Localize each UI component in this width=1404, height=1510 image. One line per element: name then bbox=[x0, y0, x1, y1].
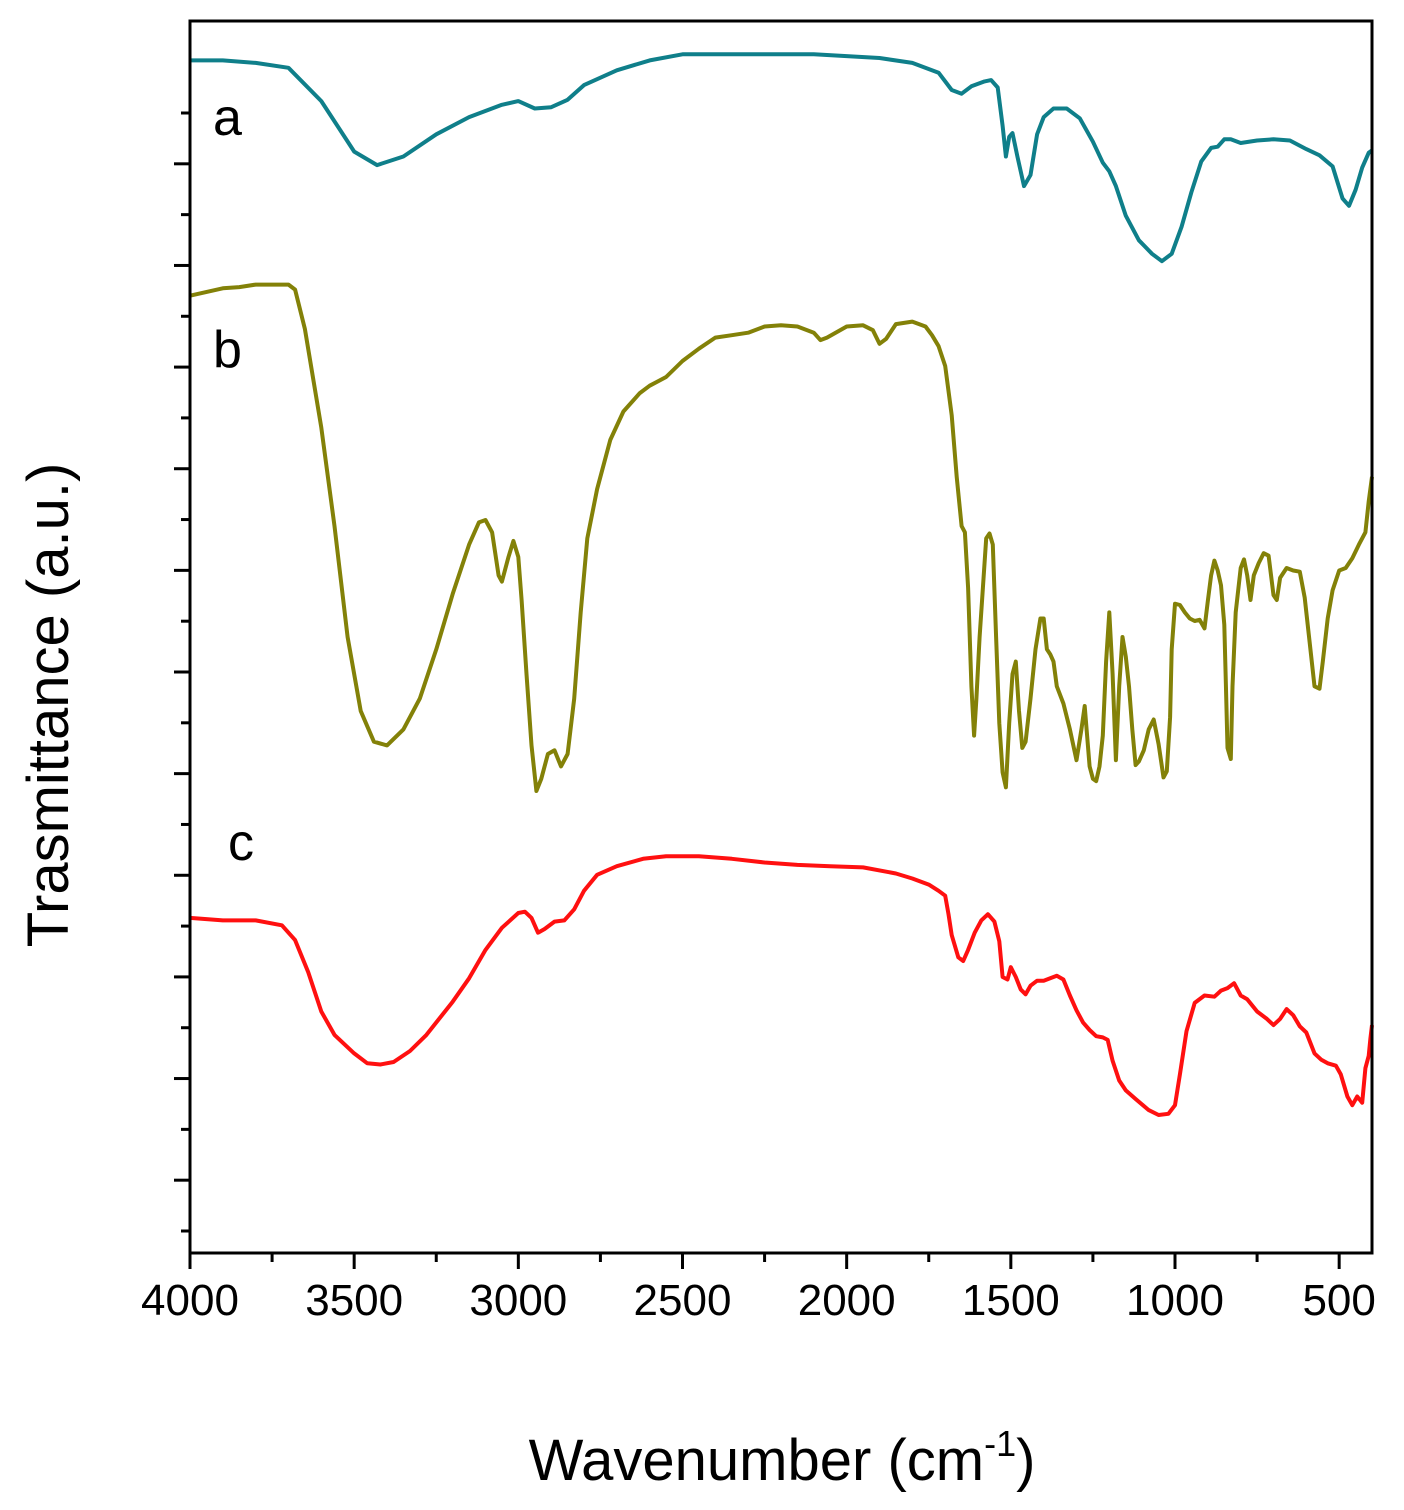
series-line-a bbox=[190, 52, 1374, 264]
x-axis-title-sup: -1 bbox=[984, 1423, 1016, 1464]
x-axis-title-close: ) bbox=[1016, 1428, 1035, 1493]
series-label-c: c bbox=[228, 814, 254, 872]
series-line-c bbox=[189, 854, 1374, 1117]
ticks-layer bbox=[174, 111, 1341, 1269]
y-axis-title: Trasmittance (a.u.) bbox=[16, 463, 81, 948]
x-tick-label-2500: 2500 bbox=[634, 1276, 732, 1325]
series-line-b bbox=[189, 282, 1374, 793]
x-tick-label-1500: 1500 bbox=[962, 1276, 1060, 1325]
series-label-a: a bbox=[213, 89, 242, 147]
x-tick-label-3500: 3500 bbox=[305, 1276, 403, 1325]
x-tick-label-500: 500 bbox=[1302, 1276, 1375, 1325]
series-label-b: b bbox=[213, 321, 242, 379]
x-tick-label-2000: 2000 bbox=[798, 1276, 896, 1325]
x-axis-title: Wavenumber (cm-1) bbox=[529, 1423, 1036, 1493]
x-tick-label-3000: 3000 bbox=[469, 1276, 567, 1325]
x-tick-label-4000: 4000 bbox=[141, 1276, 239, 1325]
plot-frame bbox=[188, 19, 1374, 1255]
x-axis-title-main: Wavenumber (cm bbox=[529, 1428, 985, 1493]
x-tick-label-1000: 1000 bbox=[1126, 1276, 1224, 1325]
x-tick-labels: 4000 3500 3000 2500 2000 1500 1000 500 bbox=[141, 1276, 1376, 1325]
series-layer bbox=[189, 52, 1374, 1117]
